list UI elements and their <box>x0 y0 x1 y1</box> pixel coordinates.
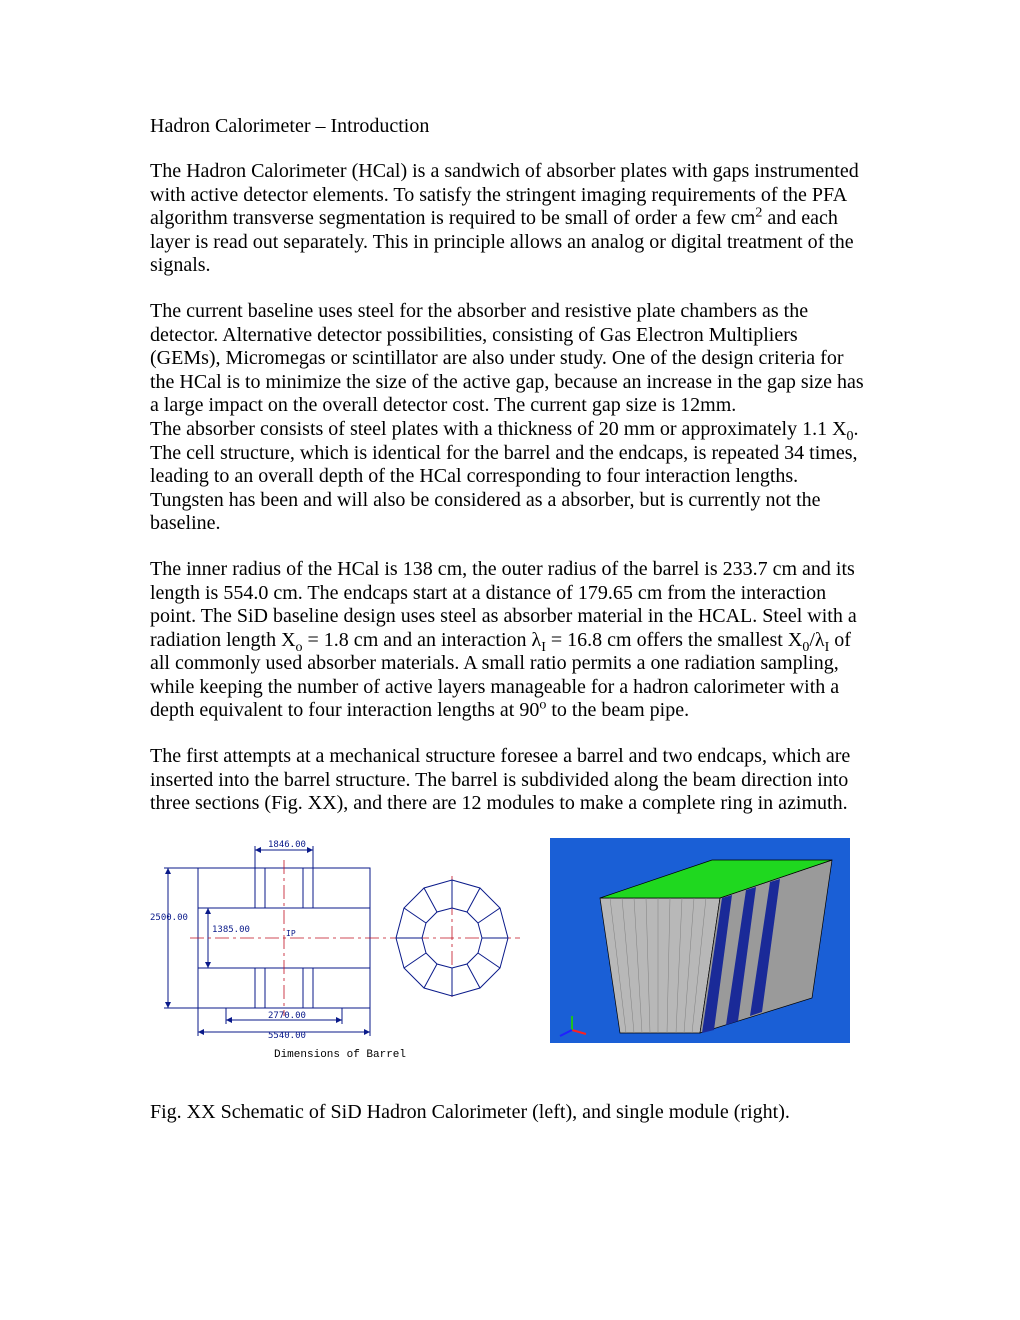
p3d: /λ <box>809 629 824 651</box>
p2b-pre: The absorber consists of steel plates wi… <box>150 418 847 440</box>
figure-schematic: 1846.00 2500.00 1385.00 IP 2770.00 5540.… <box>150 838 530 1061</box>
paragraph-3: The inner radius of the HCal is 138 cm, … <box>150 558 870 723</box>
paragraph-1: The Hadron Calorimeter (HCal) is a sandw… <box>150 160 870 278</box>
dim-left-outer: 2500.00 <box>150 913 188 923</box>
paragraph-2: The current baseline uses steel for the … <box>150 300 870 536</box>
p3b: = 1.8 cm and an interaction λ <box>303 629 542 651</box>
p3c: = 16.8 cm offers the smallest X <box>546 629 802 651</box>
p1-text-a: The Hadron Calorimeter (HCal) is a sandw… <box>150 160 859 229</box>
figure-module-3d <box>550 838 850 1043</box>
p3f: to the beam pipe. <box>546 699 689 721</box>
figure-caption: Fig. XX Schematic of SiD Hadron Calorime… <box>150 1101 870 1124</box>
paragraph-4: The first attempts at a mechanical struc… <box>150 745 870 816</box>
dim-caption: Dimensions of Barrel <box>150 1049 530 1061</box>
dim-bot-inner: 2770.00 <box>268 1011 306 1021</box>
schematic-svg: 1846.00 2500.00 1385.00 IP 2770.00 5540.… <box>150 838 530 1038</box>
page: Hadron Calorimeter – Introduction The Ha… <box>0 0 1020 1320</box>
dim-top: 1846.00 <box>268 840 306 850</box>
p2a-text: The current baseline uses steel for the … <box>150 300 864 416</box>
dim-bot-outer: 5540.00 <box>268 1031 306 1038</box>
figure-row: 1846.00 2500.00 1385.00 IP 2770.00 5540.… <box>150 838 870 1061</box>
ip-label: IP <box>286 929 296 938</box>
doc-title: Hadron Calorimeter – Introduction <box>150 115 870 138</box>
module-3d-svg <box>550 838 850 1043</box>
dim-left-inner: 1385.00 <box>212 925 250 935</box>
